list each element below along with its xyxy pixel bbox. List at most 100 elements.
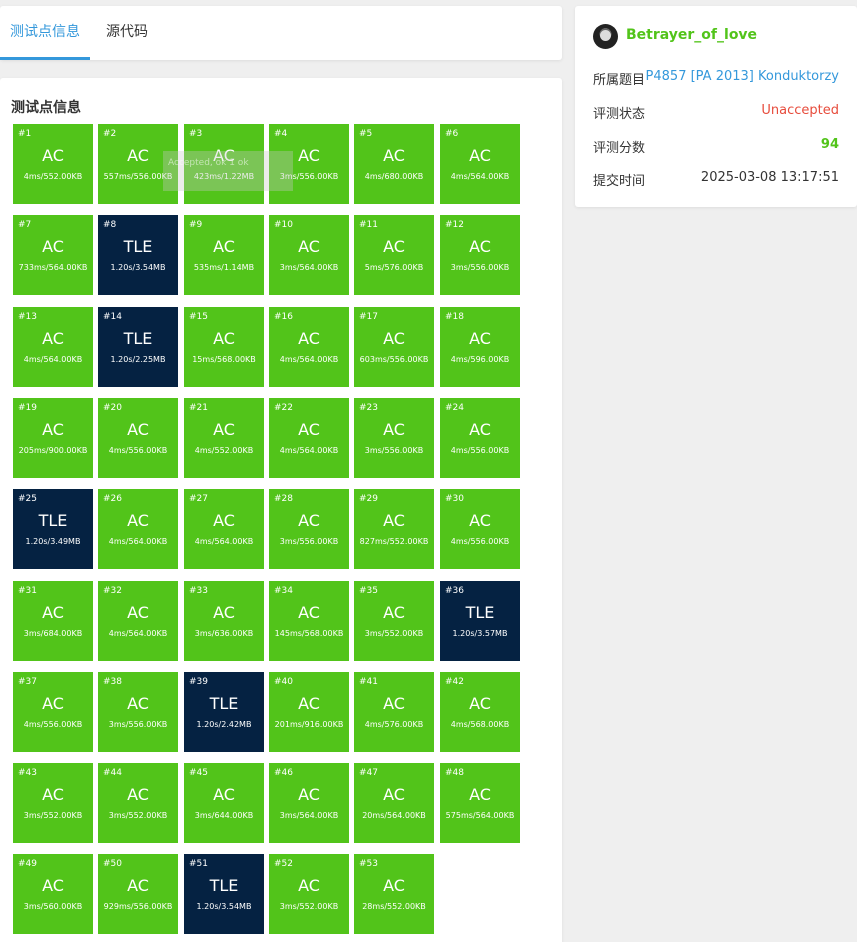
test-case-27[interactable]: #27 AC 4ms/564.00KB: [184, 489, 264, 569]
username-link[interactable]: Betrayer_of_love: [626, 27, 758, 43]
test-case-34[interactable]: #34 AC 145ms/568.00KB: [269, 581, 349, 661]
case-status: AC: [383, 603, 405, 622]
case-number: #40: [274, 677, 293, 687]
test-case-7[interactable]: #7 AC 733ms/564.00KB: [13, 215, 93, 295]
test-case-23[interactable]: #23 AC 3ms/556.00KB: [354, 398, 434, 478]
case-status: AC: [213, 511, 235, 530]
case-number: #37: [18, 677, 37, 687]
case-number: #25: [18, 494, 37, 504]
test-case-6[interactable]: #6 AC 4ms/564.00KB: [440, 124, 520, 204]
case-status: AC: [42, 146, 64, 165]
case-status: AC: [213, 329, 235, 348]
test-case-43[interactable]: #43 AC 3ms/552.00KB: [13, 763, 93, 843]
test-case-40[interactable]: #40 AC 201ms/916.00KB: [269, 672, 349, 752]
test-case-17[interactable]: #17 AC 603ms/556.00KB: [354, 307, 434, 387]
test-case-26[interactable]: #26 AC 4ms/564.00KB: [98, 489, 178, 569]
test-case-37[interactable]: #37 AC 4ms/556.00KB: [13, 672, 93, 752]
test-case-19[interactable]: #19 AC 205ms/900.00KB: [13, 398, 93, 478]
test-case-46[interactable]: #46 AC 3ms/564.00KB: [269, 763, 349, 843]
test-case-36[interactable]: #36 TLE 1.20s/3.57MB: [440, 581, 520, 661]
test-case-29[interactable]: #29 AC 827ms/552.00KB: [354, 489, 434, 569]
test-case-21[interactable]: #21 AC 4ms/552.00KB: [184, 398, 264, 478]
tab-test-cases[interactable]: 测试点信息: [0, 6, 90, 60]
case-time-memory: 1.20s/3.54MB: [196, 902, 252, 911]
case-time-memory: 1.20s/3.57MB: [452, 629, 508, 638]
case-number: #53: [359, 859, 378, 869]
test-case-33[interactable]: #33 AC 3ms/636.00KB: [184, 581, 264, 661]
case-time-memory: 4ms/556.00KB: [450, 537, 510, 546]
case-status: AC: [383, 876, 405, 895]
test-case-31[interactable]: #31 AC 3ms/684.00KB: [13, 581, 93, 661]
test-case-5[interactable]: #5 AC 4ms/680.00KB: [354, 124, 434, 204]
tab-source-code[interactable]: 源代码: [106, 24, 148, 40]
case-number: #17: [359, 312, 378, 322]
test-case-20[interactable]: #20 AC 4ms/556.00KB: [98, 398, 178, 478]
case-time-memory: 4ms/556.00KB: [450, 446, 510, 455]
test-case-50[interactable]: #50 AC 929ms/556.00KB: [98, 854, 178, 934]
case-status: AC: [127, 511, 149, 530]
test-case-12[interactable]: #12 AC 3ms/556.00KB: [440, 215, 520, 295]
test-case-44[interactable]: #44 AC 3ms/552.00KB: [98, 763, 178, 843]
test-case-22[interactable]: #22 AC 4ms/564.00KB: [269, 398, 349, 478]
case-number: #2: [103, 129, 117, 139]
problem-link[interactable]: P4857 [PA 2013] Konduktorzy: [645, 69, 839, 84]
case-status: TLE: [123, 329, 153, 348]
test-case-39[interactable]: #39 TLE 1.20s/2.42MB: [184, 672, 264, 752]
case-number: #39: [189, 677, 208, 687]
test-case-53[interactable]: #53 AC 28ms/552.00KB: [354, 854, 434, 934]
case-time-memory: 733ms/564.00KB: [18, 263, 88, 272]
test-case-25[interactable]: #25 TLE 1.20s/3.49MB: [13, 489, 93, 569]
case-time-memory: 3ms/552.00KB: [108, 811, 168, 820]
test-case-45[interactable]: #45 AC 3ms/644.00KB: [184, 763, 264, 843]
case-time-memory: 4ms/564.00KB: [450, 172, 510, 181]
test-case-24[interactable]: #24 AC 4ms/556.00KB: [440, 398, 520, 478]
test-case-41[interactable]: #41 AC 4ms/576.00KB: [354, 672, 434, 752]
score-row: 评测分数 94: [593, 137, 839, 157]
case-number: #26: [103, 494, 122, 504]
test-case-2[interactable]: #2 AC 557ms/556.00KB: [98, 124, 178, 204]
test-case-51[interactable]: #51 TLE 1.20s/3.54MB: [184, 854, 264, 934]
case-number: #12: [445, 220, 464, 230]
time-row: 提交时间 2025-03-08 13:17:51: [593, 170, 839, 190]
case-time-memory: 1.20s/3.54MB: [110, 263, 166, 272]
test-case-52[interactable]: #52 AC 3ms/552.00KB: [269, 854, 349, 934]
test-case-14[interactable]: #14 TLE 1.20s/2.25MB: [98, 307, 178, 387]
score-label: 评测分数: [593, 141, 646, 156]
test-case-48[interactable]: #48 AC 575ms/564.00KB: [440, 763, 520, 843]
test-case-8[interactable]: #8 TLE 1.20s/3.54MB: [98, 215, 178, 295]
test-case-11[interactable]: #11 AC 5ms/576.00KB: [354, 215, 434, 295]
case-status: AC: [469, 329, 491, 348]
case-number: #32: [103, 586, 122, 596]
test-case-30[interactable]: #30 AC 4ms/556.00KB: [440, 489, 520, 569]
test-case-35[interactable]: #35 AC 3ms/552.00KB: [354, 581, 434, 661]
test-cases-panel: 测试点信息 #1 AC 4ms/552.00KB #2 AC 557ms/556.00KB…: [0, 78, 562, 942]
test-case-9[interactable]: #9 AC 535ms/1.14MB: [184, 215, 264, 295]
test-case-1[interactable]: #1 AC 4ms/552.00KB: [13, 124, 93, 204]
test-case-18[interactable]: #18 AC 4ms/596.00KB: [440, 307, 520, 387]
test-case-28[interactable]: #28 AC 3ms/556.00KB: [269, 489, 349, 569]
test-case-10[interactable]: #10 AC 3ms/564.00KB: [269, 215, 349, 295]
test-case-47[interactable]: #47 AC 20ms/564.00KB: [354, 763, 434, 843]
test-case-38[interactable]: #38 AC 3ms/556.00KB: [98, 672, 178, 752]
case-number: #11: [359, 220, 378, 230]
case-time-memory: 535ms/1.14MB: [193, 263, 255, 272]
case-number: #36: [445, 586, 464, 596]
submission-info-panel: Betrayer_of_love 所属题目 P4857 [PA 2013] Ko…: [575, 6, 857, 207]
case-time-memory: 201ms/916.00KB: [274, 720, 344, 729]
case-time-memory: 145ms/568.00KB: [274, 629, 344, 638]
case-status: AC: [298, 876, 320, 895]
test-case-3[interactable]: #3 AC 423ms/1.22MB: [184, 124, 264, 204]
test-case-32[interactable]: #32 AC 4ms/564.00KB: [98, 581, 178, 661]
case-status: AC: [469, 146, 491, 165]
user-avatar-icon[interactable]: [593, 24, 618, 49]
test-case-13[interactable]: #13 AC 4ms/564.00KB: [13, 307, 93, 387]
test-case-15[interactable]: #15 AC 15ms/568.00KB: [184, 307, 264, 387]
case-number: #48: [445, 768, 464, 778]
case-status: AC: [127, 694, 149, 713]
test-case-42[interactable]: #42 AC 4ms/568.00KB: [440, 672, 520, 752]
section-title: 测试点信息: [11, 100, 81, 116]
test-case-4[interactable]: #4 AC 3ms/556.00KB: [269, 124, 349, 204]
test-case-49[interactable]: #49 AC 3ms/560.00KB: [13, 854, 93, 934]
case-status: AC: [42, 785, 64, 804]
test-case-16[interactable]: #16 AC 4ms/564.00KB: [269, 307, 349, 387]
